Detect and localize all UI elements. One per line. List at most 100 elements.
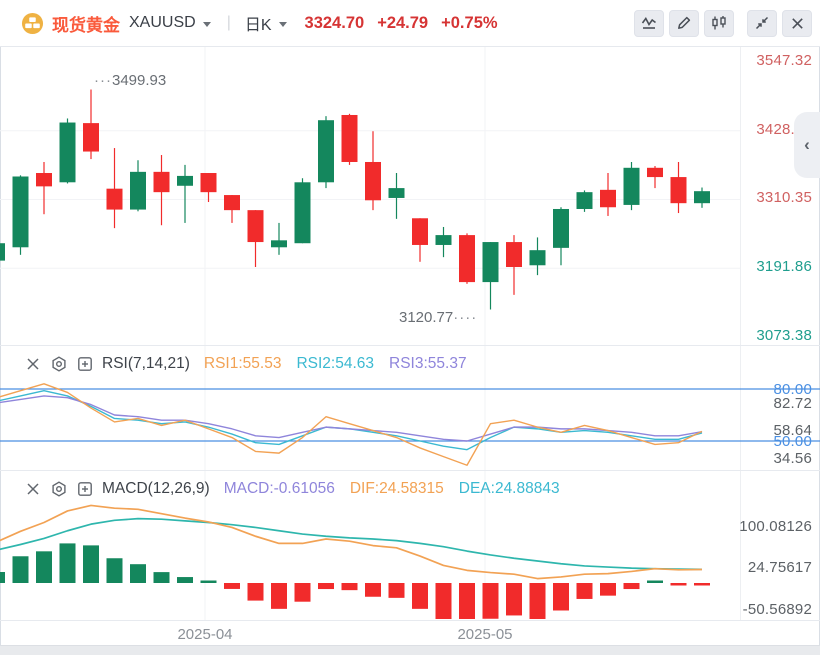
chart-style-button[interactable] xyxy=(704,9,734,37)
close-icon xyxy=(27,358,39,370)
rsi-settings-button[interactable] xyxy=(50,355,68,373)
macd-bar xyxy=(341,583,358,591)
candle xyxy=(200,173,217,203)
candle xyxy=(341,113,358,165)
bottom-scrollbar[interactable] xyxy=(0,645,820,655)
candle xyxy=(294,178,311,244)
macd-bar xyxy=(600,583,616,596)
candle xyxy=(482,242,499,310)
leader-dots: ···· xyxy=(453,309,478,326)
macd-bar xyxy=(694,583,710,586)
candle xyxy=(12,175,29,255)
gold-icon xyxy=(21,12,44,35)
candle xyxy=(130,160,146,212)
close-icon xyxy=(791,17,803,29)
rsi1-value: RSI1:55.53 xyxy=(203,355,282,372)
macd-bar xyxy=(670,583,687,586)
time-axis-label: 2025-04 xyxy=(177,626,233,643)
period-selector[interactable]: 日K xyxy=(244,17,272,34)
macd-bar xyxy=(412,583,428,609)
collapse-button[interactable] xyxy=(747,9,777,37)
candle xyxy=(553,207,569,266)
macd-bar xyxy=(506,583,522,616)
candle xyxy=(318,116,334,189)
panel-collapse-tab[interactable]: ‹ xyxy=(794,112,820,178)
collapse-icon xyxy=(755,16,769,30)
macd-bar xyxy=(365,583,381,597)
close-button[interactable] xyxy=(782,9,812,37)
pencil-icon xyxy=(678,16,691,29)
candle xyxy=(435,226,452,258)
candle xyxy=(83,89,99,160)
macd-bar xyxy=(106,558,123,583)
macd-bar xyxy=(200,580,217,583)
macd-bar xyxy=(482,583,499,619)
symbol-caret-icon[interactable] xyxy=(202,21,211,27)
candle xyxy=(0,243,5,261)
candle xyxy=(271,222,287,255)
macd-bar xyxy=(435,583,452,619)
price-change-percent: +0.75% xyxy=(441,13,498,32)
macd-panel-header: MACD(12,26,9) MACD:-0.61056 DIF:24.58315… xyxy=(24,477,575,501)
macd-bar xyxy=(59,543,76,583)
candle xyxy=(247,210,264,268)
macd-bar xyxy=(271,583,287,609)
macd-bar xyxy=(647,580,663,583)
candle xyxy=(177,164,193,223)
macd-value: MACD:-0.61056 xyxy=(223,480,335,497)
symbol-selector[interactable]: XAUUSD xyxy=(129,14,196,31)
candles-layer xyxy=(0,89,710,310)
time-axis-label: 2025-05 xyxy=(457,626,513,643)
rsi-title: RSI(7,14,21) xyxy=(102,355,190,372)
leader-dots: ··· xyxy=(94,72,112,89)
rsi-lines-layer xyxy=(0,383,703,466)
macd-bar xyxy=(224,583,240,589)
macd-bar xyxy=(0,572,5,583)
candle xyxy=(670,161,687,214)
add-square-icon xyxy=(78,357,92,371)
dea-value: DEA:24.88843 xyxy=(458,480,560,497)
rsi-panel-header: RSI(7,14,21) RSI1:55.53 RSI2:54.63 RSI3:… xyxy=(24,352,482,376)
rsi-close-button[interactable] xyxy=(24,355,42,373)
price-change: +24.79 xyxy=(377,13,429,32)
candle xyxy=(388,173,405,219)
macd-close-button[interactable] xyxy=(24,480,42,498)
last-price: 3324.70 xyxy=(304,13,365,32)
macd-bar xyxy=(318,583,334,590)
macd-add-button[interactable] xyxy=(76,480,94,498)
grid-layer xyxy=(0,47,820,621)
macd-bar xyxy=(529,583,546,619)
macd-bar xyxy=(388,583,405,598)
candle xyxy=(59,118,76,184)
high-price-annotation: ···3499.93 xyxy=(94,72,167,89)
close-icon xyxy=(27,483,39,495)
candle xyxy=(506,235,522,295)
chevron-left-icon: ‹ xyxy=(804,135,810,154)
macd-bar xyxy=(553,583,569,611)
rsi-add-button[interactable] xyxy=(76,355,94,373)
macd-bar xyxy=(83,545,99,583)
macd-bar xyxy=(459,583,475,619)
rsi3-value: RSI3:55.37 xyxy=(389,355,467,372)
indicator-button[interactable] xyxy=(634,9,664,37)
candle xyxy=(365,131,381,211)
macd-bar xyxy=(177,577,193,583)
macd-title: MACD(12,26,9) xyxy=(102,480,210,497)
macd-bar xyxy=(12,556,29,583)
instrument-name: 现货黄金 xyxy=(52,15,120,35)
macd-bar xyxy=(294,583,311,602)
macd-lines-layer xyxy=(0,504,703,580)
candle xyxy=(224,195,240,223)
chart-toolbar xyxy=(629,9,812,37)
macd-bar xyxy=(130,564,146,583)
candle xyxy=(106,148,123,229)
draw-button[interactable] xyxy=(669,9,699,37)
period-caret-icon[interactable] xyxy=(278,21,287,27)
macd-settings-button[interactable] xyxy=(50,480,68,498)
rsi2-value: RSI2:54.63 xyxy=(296,355,375,372)
settings-icon xyxy=(52,481,66,497)
candle xyxy=(412,218,428,262)
candle xyxy=(623,161,640,211)
